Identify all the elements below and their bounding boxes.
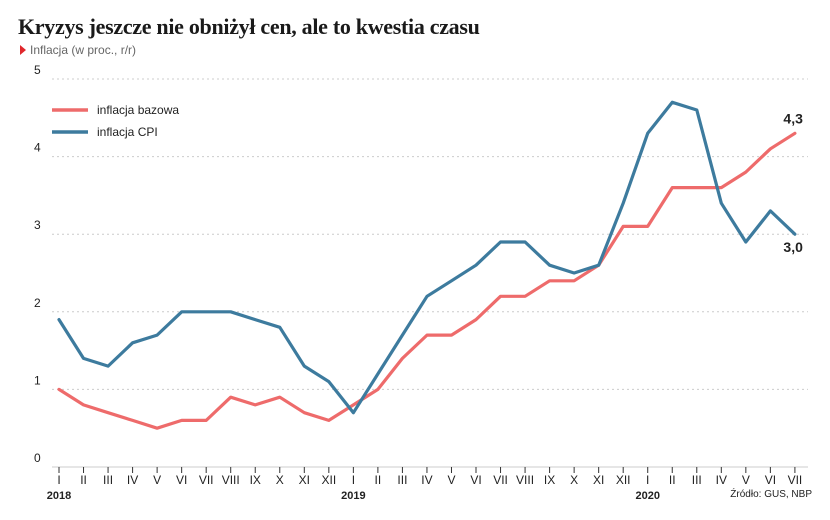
chart-subtitle: Inflacja (w proc., r/r) — [20, 43, 136, 57]
x-tick-label: IV — [716, 473, 727, 487]
x-tick-label: IX — [250, 473, 261, 487]
x-tick-label: V — [153, 473, 161, 487]
y-tick-label: 5 — [34, 63, 41, 77]
x-tick-label: VIII — [516, 473, 534, 487]
series-line-bazowa — [57, 131, 797, 430]
x-tick-label: II — [375, 473, 382, 487]
x-tick-label: I — [646, 473, 649, 487]
x-tick-label: I — [57, 473, 60, 487]
y-tick-label: 4 — [34, 141, 41, 155]
x-tick-label: X — [570, 473, 578, 487]
x-tick-label: V — [447, 473, 455, 487]
x-tick-label: III — [692, 473, 702, 487]
end-label-cpi: 3,0 — [783, 239, 803, 255]
year-label: 2020 — [635, 490, 659, 502]
x-tick-label: IV — [127, 473, 138, 487]
y-tick-label: 0 — [34, 451, 41, 465]
year-label: 2019 — [341, 490, 365, 502]
year-label: 2018 — [47, 490, 71, 502]
x-tick-label: VIII — [222, 473, 240, 487]
x-tick-label: VII — [493, 473, 508, 487]
y-tick-label: 1 — [34, 373, 41, 387]
x-tick-label: IV — [421, 473, 432, 487]
x-tick-label: VI — [470, 473, 481, 487]
x-tick-label: III — [397, 473, 407, 487]
x-tick-label: III — [103, 473, 113, 487]
x-tick-label: VI — [765, 473, 776, 487]
x-tick-label: XII — [321, 473, 336, 487]
chart-title: Kryzys jeszcze nie obniżył cen, ale to k… — [18, 14, 480, 39]
triangle-icon — [20, 45, 26, 55]
series-line-cpi — [57, 100, 797, 415]
y-tick-label: 3 — [34, 218, 41, 232]
x-tick-label: I — [352, 473, 355, 487]
end-label-bazowa: 4,3 — [783, 110, 803, 126]
x-tick-label: X — [276, 473, 284, 487]
x-tick-label: XII — [616, 473, 631, 487]
x-tick-label: VII — [199, 473, 214, 487]
x-tick-label: V — [742, 473, 750, 487]
x-tick-label: II — [669, 473, 676, 487]
y-tick-label: 2 — [34, 296, 41, 310]
x-tick-label: II — [80, 473, 87, 487]
legend-label-cpi: inflacja CPI — [97, 125, 158, 139]
x-tick-label: VI — [176, 473, 187, 487]
x-tick-label: XI — [299, 473, 310, 487]
legend-label-bazowa: inflacja bazowa — [97, 103, 179, 117]
x-tick-label: VII — [788, 473, 803, 487]
x-tick-label: XI — [593, 473, 604, 487]
subtitle-text: Inflacja (w proc., r/r) — [30, 43, 137, 57]
source-note: Źródło: GUS, NBP — [730, 489, 812, 500]
x-tick-label: IX — [544, 473, 555, 487]
